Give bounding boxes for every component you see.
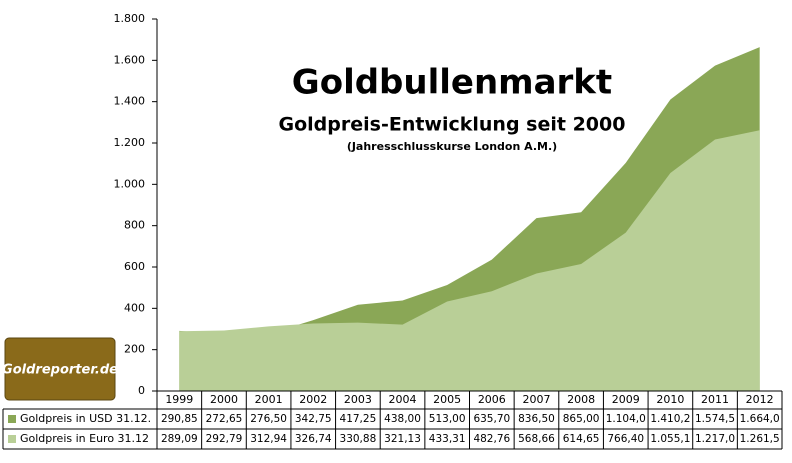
table-value: 433,31 [429,433,466,445]
x-tick-label: 2002 [299,393,327,406]
legend-swatch [8,415,16,423]
table-value: 568,66 [518,433,555,445]
legend-label: Goldpreis in USD 31.12. [20,412,151,425]
x-tick-label: 2012 [746,393,774,406]
y-tick-label: 200 [124,343,145,356]
x-tick-label: 2010 [656,393,684,406]
x-tick-label: 2011 [701,393,729,406]
legend-swatch [8,435,16,443]
table-value: 321,13 [384,433,421,445]
table-value: 276,50 [250,413,287,425]
table-value: 342,75 [295,413,332,425]
table-value: 292,79 [206,433,243,445]
y-tick-label: 0 [138,384,145,397]
table-value: 1.410,2 [650,413,690,425]
x-tick-label: 2006 [478,393,506,406]
y-tick-label: 400 [124,301,145,314]
x-tick-label: 2005 [433,393,461,406]
x-tick-label: 2009 [612,393,640,406]
x-tick-label: 2000 [210,393,238,406]
table-value: 635,70 [473,413,510,425]
table-value: 513,00 [429,413,466,425]
area [179,130,760,392]
y-tick-label: 1.800 [114,12,146,25]
y-tick-label: 800 [124,219,145,232]
table-value: 326,74 [295,433,332,445]
table-value: 766,40 [607,433,644,445]
table-value: 312,94 [250,433,287,445]
chart-note: (Jahresschlusskurse London A.M.) [347,140,557,153]
table-value: 1.217,0 [695,433,735,445]
table-value: 482,76 [473,433,510,445]
table-value: 330,88 [340,433,377,445]
table-value: 614,65 [563,433,600,445]
table-value: 272,65 [206,413,243,425]
table-value: 1.261,5 [740,433,780,445]
x-tick-label: 1999 [165,393,193,406]
logo: Goldreporter.de [2,363,118,378]
table-value: 1.664,0 [740,413,780,425]
x-tick-label: 2007 [522,393,550,406]
legend-label: Goldpreis in Euro 31.12 [20,432,149,445]
table-value: 1.104,0 [606,413,646,425]
y-tick-label: 600 [124,260,145,273]
table-value: 438,00 [384,413,421,425]
table-value: 836,50 [518,413,555,425]
x-tick-label: 2003 [344,393,372,406]
data-table: 1999 2000 2001 2002 2003 2004 2005 2006 2007 2008… [2,390,783,450]
x-tick-label: 2001 [255,393,283,406]
y-tick-label: 1.600 [114,53,146,66]
table-value: 865,00 [563,413,600,425]
table-value: 1.574,5 [695,413,735,425]
chart-title: Goldbullenmarkt [292,63,612,103]
table-value: 417,25 [340,413,377,425]
x-tick-label: 2004 [389,393,417,406]
y-tick-label: 1.000 [114,177,146,190]
chart-subtitle: Goldpreis-Entwicklung seit 2000 [279,114,626,136]
logo-box [4,337,116,401]
y-tick-label: 1.200 [114,136,146,149]
table-value: 1.055,1 [650,433,690,445]
y-tick-label: 1.400 [114,95,146,108]
table-value: 289,09 [161,433,198,445]
x-tick-label: 2008 [567,393,595,406]
table-value: 290,85 [161,413,198,425]
